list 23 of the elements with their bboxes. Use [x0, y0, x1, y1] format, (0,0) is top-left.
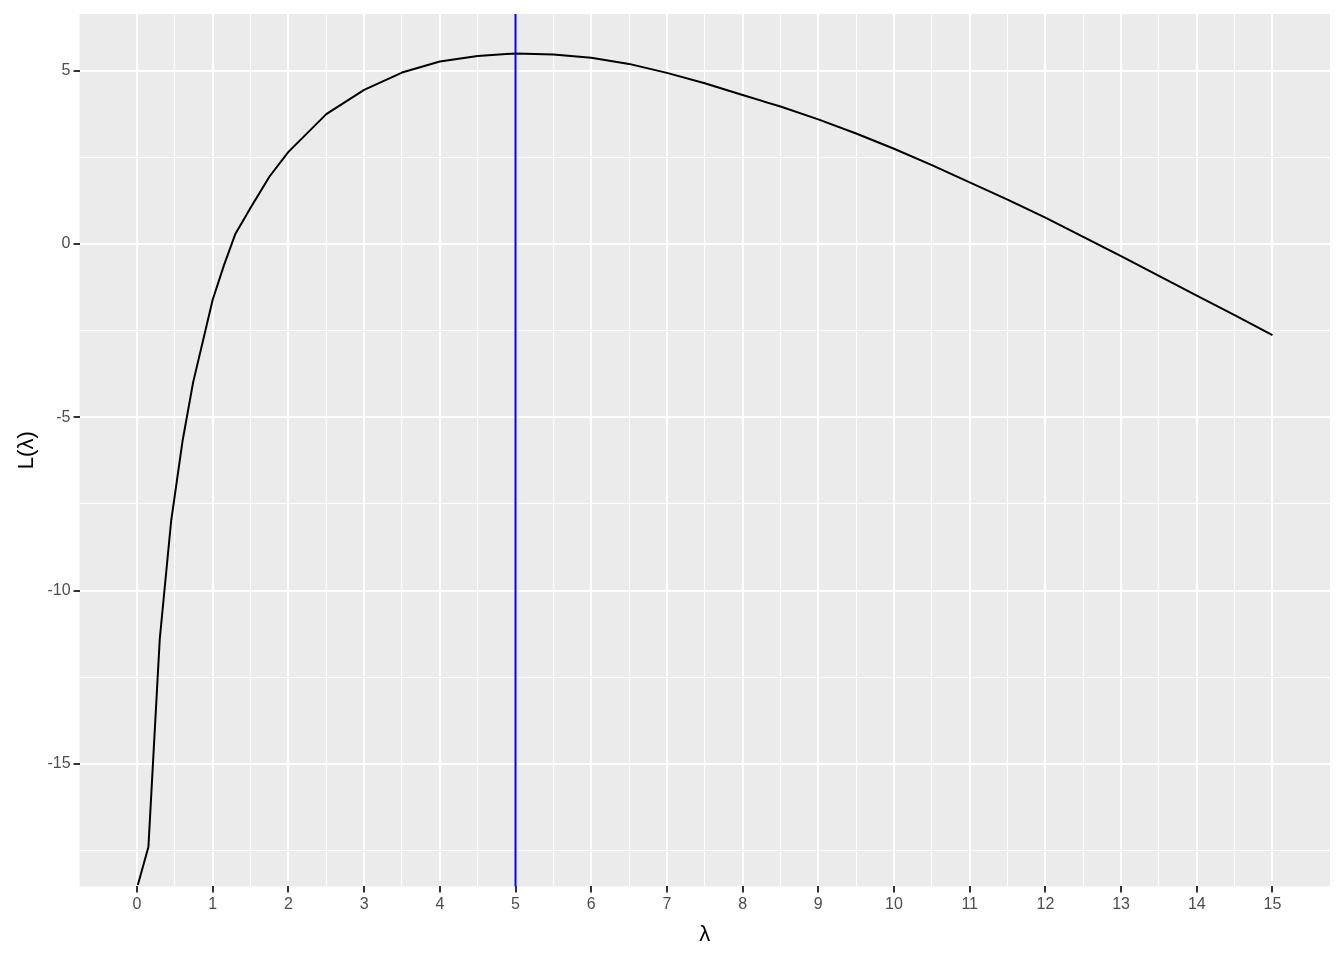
x-tick-label: 3: [359, 895, 369, 913]
x-axis-title: λ: [699, 920, 711, 946]
y-tick-label: -15: [47, 754, 71, 772]
y-tick-label: 5: [61, 61, 71, 79]
y-tick-label: -5: [56, 407, 71, 425]
y-tick-label: 0: [61, 234, 71, 252]
x-tick-label: 10: [885, 895, 903, 913]
x-tick-label: 15: [1263, 895, 1282, 913]
y-axis-title: L(λ): [13, 431, 39, 470]
x-tick-label: 1: [208, 895, 218, 913]
x-tick-label: 7: [662, 895, 672, 913]
x-tick-label: 12: [1036, 895, 1055, 913]
x-tick-label: 8: [738, 895, 748, 913]
x-tick-label: 6: [586, 895, 596, 913]
x-tick-label: 9: [813, 895, 823, 913]
y-tick-label: -10: [47, 580, 71, 598]
x-tick-label: 11: [961, 895, 979, 913]
x-tick-label: 2: [283, 895, 293, 913]
x-tick-label: 0: [132, 895, 142, 913]
x-tick-label: 5: [511, 895, 521, 913]
x-tick-label: 4: [435, 895, 445, 913]
x-tick-label: 13: [1112, 895, 1131, 913]
x-tick-label: 14: [1187, 895, 1206, 913]
